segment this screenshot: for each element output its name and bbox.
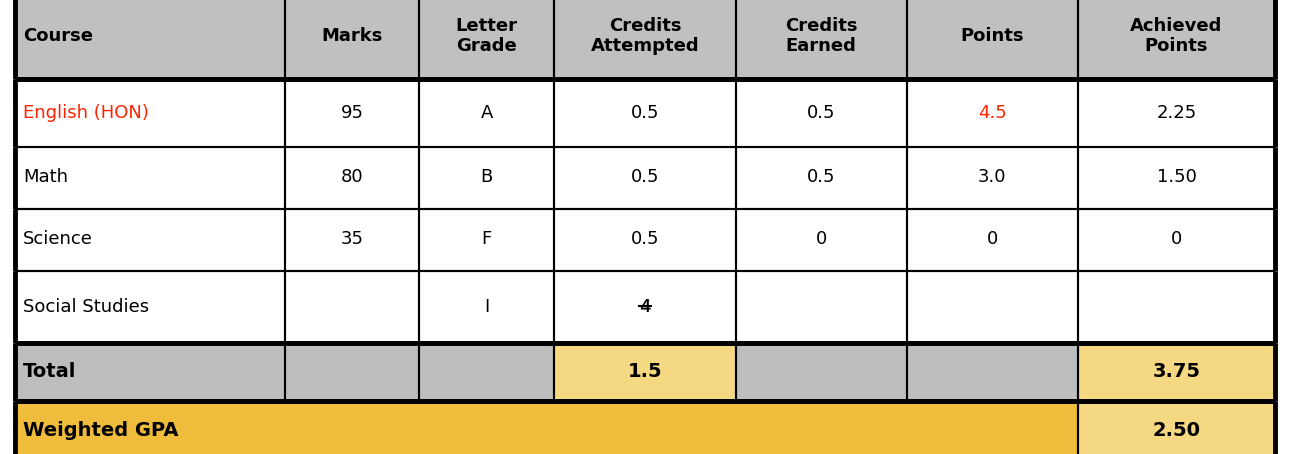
Bar	[285, 208, 419, 271]
Bar	[735, 79, 907, 147]
Text: 3.75: 3.75	[1152, 362, 1201, 381]
Text: Marks: Marks	[321, 27, 383, 45]
Bar	[1078, 342, 1275, 400]
Bar	[735, 208, 907, 271]
Text: Credits
Attempted: Credits Attempted	[591, 17, 699, 55]
Text: Achieved
Points: Achieved Points	[1130, 17, 1223, 55]
Bar	[15, 79, 285, 147]
Text: 0.5: 0.5	[808, 104, 836, 122]
Bar	[907, 0, 1078, 79]
Bar	[419, 271, 555, 342]
Text: 0.5: 0.5	[631, 104, 659, 122]
Text: 4: 4	[640, 297, 650, 316]
Bar	[555, 0, 735, 79]
Bar	[15, 400, 1078, 454]
Text: I: I	[484, 297, 489, 316]
Text: 4: 4	[640, 297, 650, 316]
Bar	[555, 271, 735, 342]
Bar	[735, 147, 907, 208]
Bar	[555, 79, 735, 147]
Bar	[555, 147, 735, 208]
Text: Points: Points	[961, 27, 1024, 45]
Text: 95: 95	[341, 104, 364, 122]
Bar	[907, 342, 1078, 400]
Text: 2.50: 2.50	[1152, 421, 1201, 440]
Text: 2.25: 2.25	[1156, 104, 1197, 122]
Text: 3.0: 3.0	[978, 168, 1006, 187]
Bar	[735, 0, 907, 79]
Bar	[419, 208, 555, 271]
Text: 0.5: 0.5	[631, 168, 659, 187]
Bar	[1078, 147, 1275, 208]
Bar	[285, 79, 419, 147]
Text: Weighted GPA: Weighted GPA	[23, 421, 178, 440]
Text: Science: Science	[23, 231, 93, 248]
Bar	[15, 0, 285, 79]
Text: Credits
Earned: Credits Earned	[786, 17, 858, 55]
Text: 0: 0	[987, 231, 998, 248]
Bar	[285, 271, 419, 342]
Bar	[555, 342, 735, 400]
Bar	[15, 271, 285, 342]
Bar	[1078, 400, 1275, 454]
Text: A: A	[481, 104, 493, 122]
Bar	[419, 147, 555, 208]
Text: B: B	[481, 168, 493, 187]
Bar	[1078, 0, 1275, 79]
Text: Math: Math	[23, 168, 68, 187]
Text: 0: 0	[1171, 231, 1182, 248]
Bar	[285, 0, 419, 79]
Bar	[285, 342, 419, 400]
Bar	[555, 208, 735, 271]
Text: 0: 0	[815, 231, 827, 248]
Bar	[1078, 208, 1275, 271]
Bar	[15, 342, 285, 400]
Bar	[15, 208, 285, 271]
Bar	[907, 208, 1078, 271]
Bar	[1078, 79, 1275, 147]
Text: 1.5: 1.5	[628, 362, 662, 381]
Text: 80: 80	[341, 168, 364, 187]
Text: Course: Course	[23, 27, 93, 45]
Text: English (HON): English (HON)	[23, 104, 148, 122]
Bar	[285, 147, 419, 208]
Bar	[907, 147, 1078, 208]
Bar	[419, 0, 555, 79]
Bar	[907, 79, 1078, 147]
Text: Letter
Grade: Letter Grade	[455, 17, 517, 55]
Text: Social Studies: Social Studies	[23, 297, 150, 316]
Bar	[735, 342, 907, 400]
Text: 0.5: 0.5	[808, 168, 836, 187]
Bar	[419, 342, 555, 400]
Text: 0.5: 0.5	[631, 231, 659, 248]
Text: Total: Total	[23, 362, 76, 381]
Bar	[735, 271, 907, 342]
Text: 1.50: 1.50	[1157, 168, 1196, 187]
Bar	[1078, 271, 1275, 342]
Bar	[907, 271, 1078, 342]
Bar	[419, 79, 555, 147]
Text: 35: 35	[341, 231, 364, 248]
Text: 4.5: 4.5	[978, 104, 1006, 122]
Bar	[15, 147, 285, 208]
Text: F: F	[481, 231, 491, 248]
